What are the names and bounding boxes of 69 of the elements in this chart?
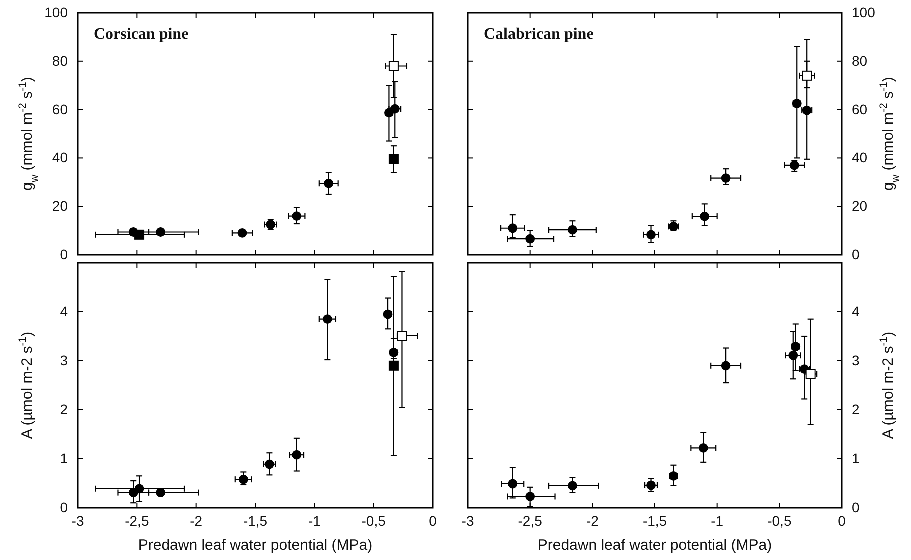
- point: [508, 479, 518, 489]
- x-tick-label: -3: [72, 512, 84, 529]
- point: [134, 484, 144, 494]
- y-tick-label: 80: [52, 52, 68, 69]
- x-tick-label: -0,5: [362, 512, 386, 529]
- y-tick-label: 100: [44, 4, 68, 20]
- x-tick-label: -1,5: [642, 512, 668, 529]
- point: [388, 360, 399, 371]
- x-tick-label: -1,5: [243, 512, 268, 529]
- point: [156, 488, 166, 498]
- point: [698, 444, 708, 453]
- point: [700, 212, 710, 222]
- y-tick-label: 4: [852, 303, 860, 320]
- point: [568, 225, 578, 235]
- y-tick-label: 20: [52, 198, 68, 214]
- y-tick-label: 2: [852, 401, 860, 418]
- y-tick-label: 0: [60, 246, 68, 262]
- y-tick-label: 3: [60, 352, 68, 368]
- y-tick-label: 20: [852, 198, 868, 214]
- y-tick-label: 60: [852, 101, 868, 118]
- x-tick-label: -2: [190, 512, 203, 529]
- y-tick-label: 40: [52, 150, 68, 166]
- y-tick-label: 60: [52, 101, 68, 118]
- point: [292, 450, 302, 460]
- y-tick-label: 0: [852, 499, 860, 516]
- y-tick-label: 80: [852, 52, 868, 69]
- x-tick-label: -0,5: [768, 512, 792, 529]
- point: [721, 174, 731, 183]
- x-axis-title: Predawn leaf water potential (MPa): [538, 537, 772, 554]
- point: [526, 234, 536, 244]
- x-tick-label: -1: [711, 512, 724, 529]
- point: [134, 230, 145, 240]
- point: [238, 474, 248, 484]
- x-tick-label: 0: [429, 512, 438, 529]
- y-tick-label: 4: [60, 303, 68, 320]
- x-axis-title: Predawn leaf water potential (MPa): [138, 537, 373, 554]
- y-tick-label: 0: [60, 499, 68, 516]
- point: [788, 350, 798, 360]
- point: [292, 212, 302, 221]
- text: Corsican pine: [94, 26, 189, 43]
- point: [324, 178, 334, 188]
- point: [388, 154, 399, 164]
- x-tick-label: 0: [838, 512, 846, 529]
- y-tick-label: 1: [852, 450, 860, 466]
- point: [568, 481, 578, 491]
- point: [721, 361, 731, 371]
- point: [646, 230, 656, 240]
- x-tick-label: -2: [586, 512, 600, 529]
- point: [265, 460, 274, 470]
- y-tick-label: 100: [852, 4, 876, 20]
- point: [322, 314, 332, 324]
- y-tick-label: 3: [852, 352, 860, 368]
- point: [388, 61, 399, 72]
- point: [390, 104, 400, 114]
- point: [802, 70, 812, 81]
- y-tick-label: 2: [60, 401, 68, 418]
- point: [646, 480, 656, 490]
- point: [526, 492, 536, 502]
- y-tick-label: 0: [852, 246, 860, 262]
- x-tick-label: -1: [308, 512, 322, 529]
- y-tick-label: 1: [60, 450, 68, 466]
- x-tick-label: -2,5: [518, 512, 543, 529]
- x-tick-label: -2,5: [125, 512, 150, 529]
- point: [238, 228, 248, 238]
- point: [508, 224, 518, 234]
- x-tick-label: -3: [462, 512, 474, 529]
- y-tick-label: 40: [852, 150, 868, 166]
- point: [156, 228, 166, 237]
- text: Calabrican pine: [484, 26, 594, 43]
